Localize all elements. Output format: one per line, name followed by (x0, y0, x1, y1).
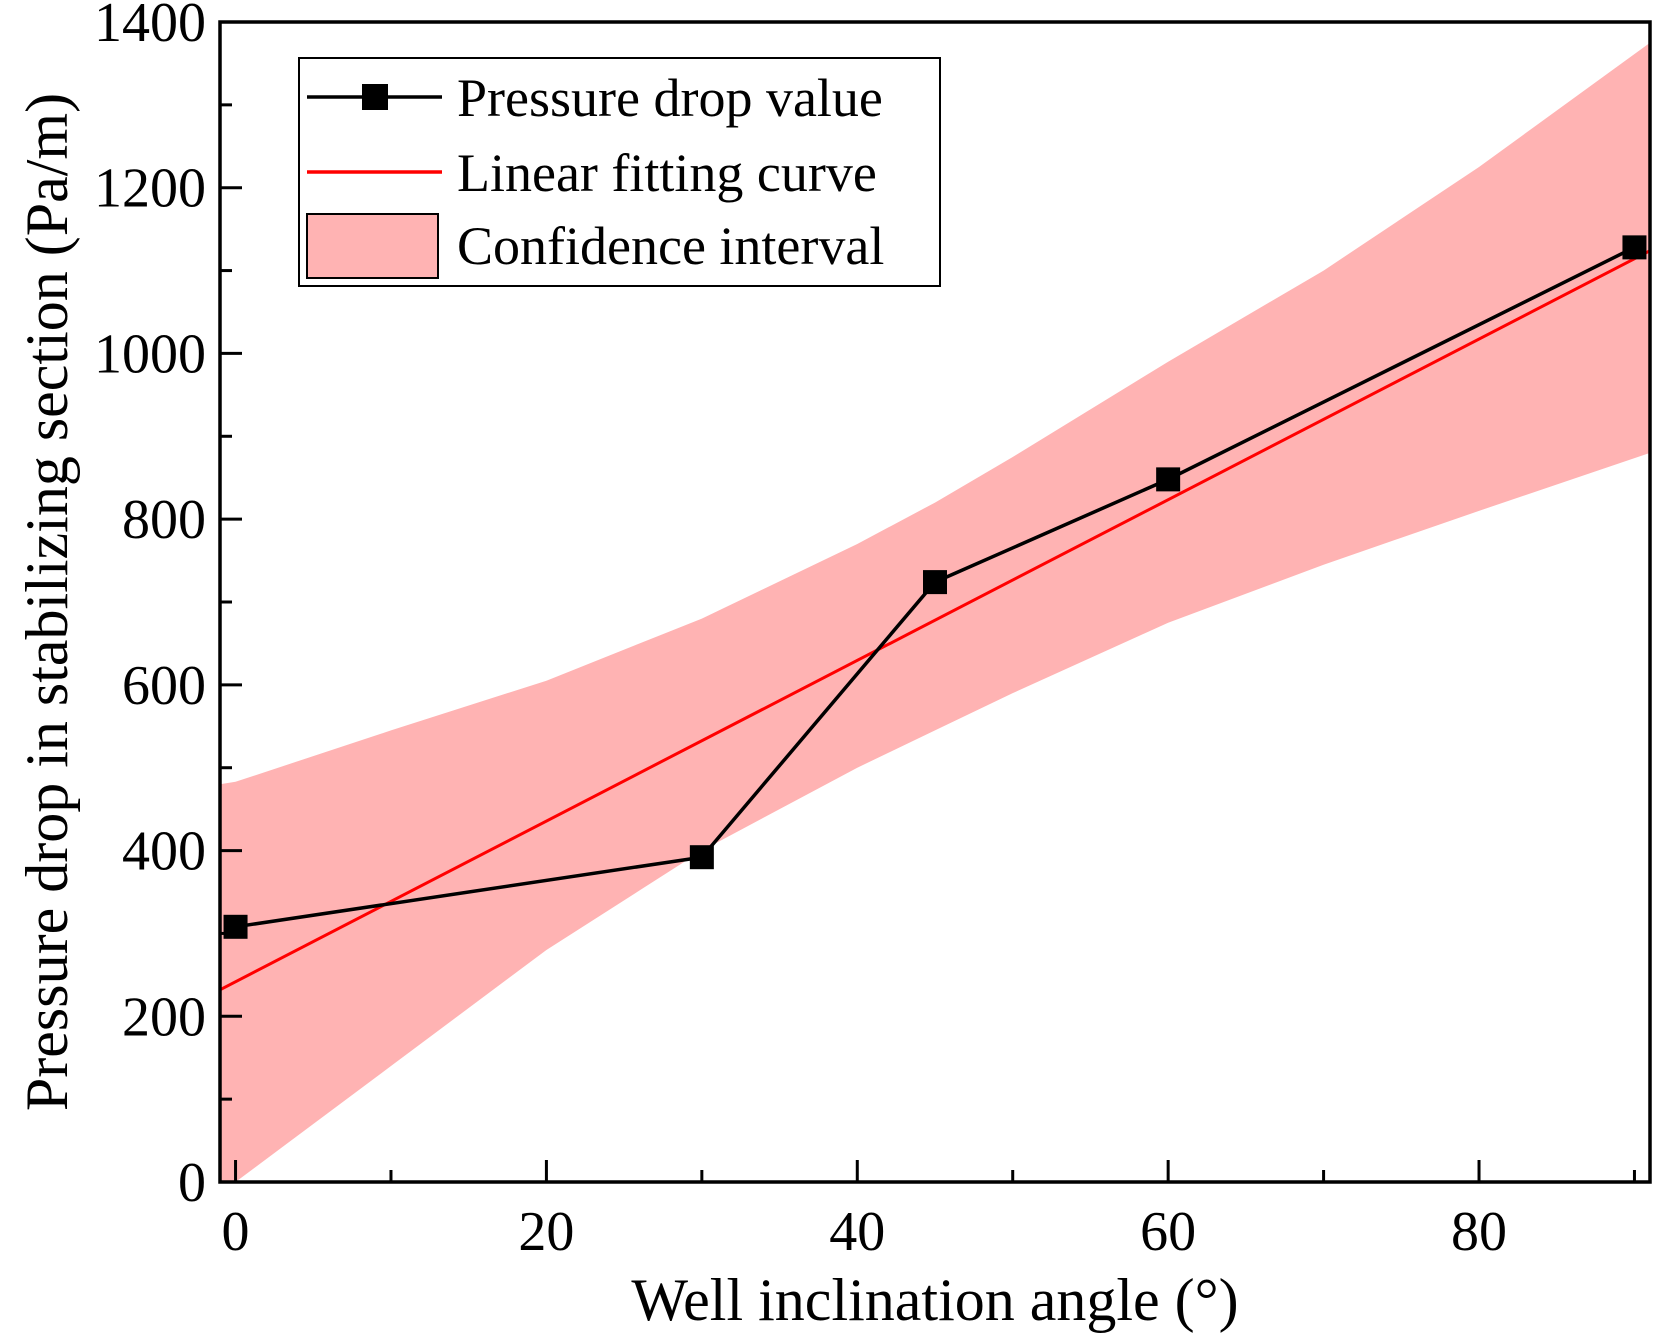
confidence-band-layer (220, 42, 1650, 1182)
y-tick-label: 1000 (94, 323, 206, 385)
x-tick-label: 60 (1140, 1201, 1196, 1263)
x-tick-label: 80 (1451, 1201, 1507, 1263)
pressure-drop-point (1622, 235, 1647, 260)
legend-marker-pressure-drop (362, 84, 388, 110)
y-tick-label: 0 (178, 1152, 206, 1214)
x-tick-label: 20 (518, 1201, 574, 1263)
x-tick-label: 40 (829, 1201, 885, 1263)
legend-label-linear-fit: Linear fitting curve (457, 143, 877, 203)
y-tick-label: 600 (122, 655, 206, 717)
linear-fit-line (220, 249, 1650, 992)
y-tick-label: 800 (122, 489, 206, 551)
legend-swatch-confidence (306, 213, 439, 279)
pressure-drop-point (223, 914, 248, 939)
y-axis-label: Pressure drop in stabilizing section (Pa… (14, 93, 80, 1111)
y-tick-label: 1200 (94, 158, 206, 220)
legend: Pressure drop value Linear fitting curve… (298, 57, 941, 287)
fit-line-layer (220, 249, 1650, 992)
x-axis-label: Well inclination angle (°) (631, 1267, 1238, 1333)
pressure-drop-point (689, 845, 714, 870)
y-tick-label: 1400 (94, 0, 206, 54)
legend-label-pressure-drop: Pressure drop value (457, 68, 883, 128)
confidence-band (220, 42, 1650, 1182)
y-tick-label: 400 (122, 821, 206, 883)
y-tick-label: 200 (122, 986, 206, 1048)
pressure-drop-point (1156, 467, 1181, 492)
pressure-drop-point (923, 570, 947, 595)
legend-label-confidence: Confidence interval (457, 216, 884, 276)
x-tick-label: 0 (222, 1201, 250, 1263)
data-line-layer (223, 235, 1647, 939)
